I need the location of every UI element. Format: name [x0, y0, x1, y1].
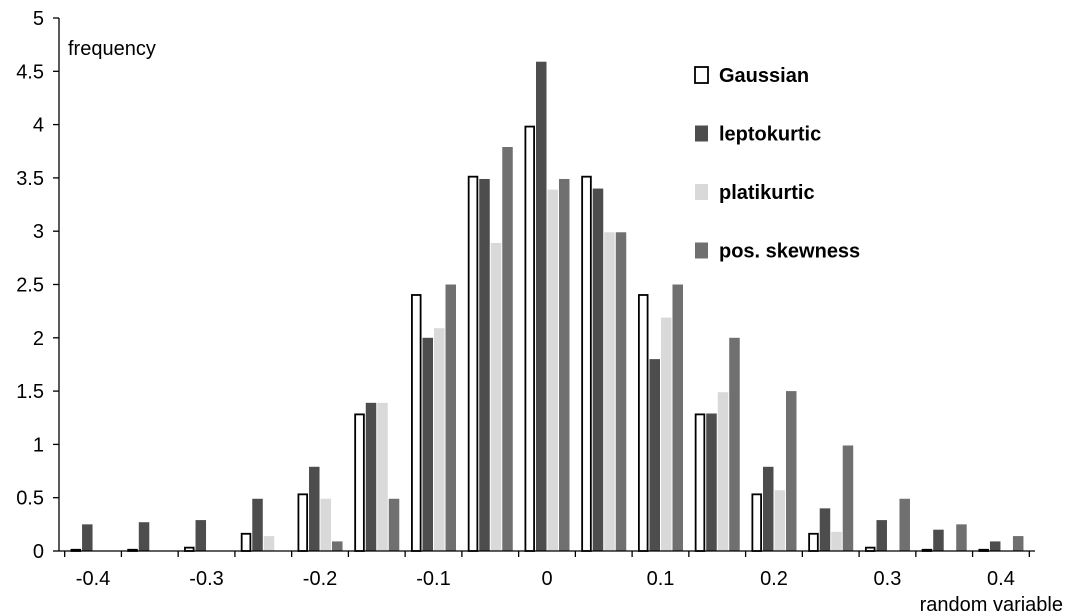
bars-group	[70, 61, 1024, 552]
y-tick-label-2: 1	[33, 434, 44, 456]
y-tick-label-1: 0.5	[16, 488, 44, 510]
x-axis-title: random variable	[920, 594, 1063, 615]
bar-pos-skewness-7	[502, 146, 513, 552]
bar-pos-skewness-4	[332, 541, 343, 551]
legend-swatch-pos-skewness	[695, 242, 708, 259]
bar-gaussian-10	[637, 294, 649, 552]
x-tick-label-3: -0.1	[416, 568, 450, 590]
bar-platikurtic-8	[547, 189, 558, 551]
bar-gaussian-11	[694, 413, 706, 552]
bar-gaussian-9	[581, 175, 592, 552]
legend-swatch-leptokurtic	[695, 125, 708, 142]
bar-leptokurtic-1	[138, 522, 150, 551]
axes-group: 0 0.5 1 1.5 2 2.5 3 3.5 4 4.5 5 -0.4 -0.3 -0.2 -0.1 0 0.…	[16, 8, 1035, 590]
bar-pos-skewness-16	[1012, 536, 1024, 551]
bar-platikurtic-4	[320, 498, 332, 551]
bar-leptokurtic-13	[819, 508, 831, 551]
bar-platikurtic-9	[604, 232, 615, 551]
legend-label-gaussian: Gaussian	[719, 65, 809, 87]
bar-leptokurtic-9	[592, 188, 604, 551]
bar-pos-skewness-13	[842, 445, 854, 551]
bar-platikurtic-5	[377, 402, 388, 551]
x-tick-label-6: 0.2	[760, 568, 788, 590]
y-tick-label-7: 3.5	[16, 168, 44, 190]
bar-pos-skewness-6	[445, 284, 457, 551]
x-tick-label-4: 0	[541, 568, 552, 590]
bar-gaussian-6	[411, 294, 422, 552]
bar-gaussian-12	[751, 493, 762, 552]
legend-swatch-gaussian	[694, 66, 709, 84]
bar-leptokurtic-14	[876, 520, 887, 551]
y-axis-title: frequency	[68, 38, 156, 60]
bar-platikurtic-7	[490, 242, 502, 551]
bar-gaussian-4	[297, 493, 309, 552]
y-tick-label-9: 4.5	[16, 61, 44, 83]
legend-label-leptokurtic: leptokurtic	[719, 124, 821, 146]
bar-platikurtic-13	[831, 531, 842, 551]
legend-label-pos-skewness: pos. skewness	[719, 241, 860, 263]
legend-label-platikurtic: platikurtic	[719, 182, 815, 204]
bar-pos-skewness-11	[729, 337, 740, 551]
bar-pos-skewness-14	[899, 498, 910, 551]
bar-platikurtic-6	[434, 328, 445, 551]
bar-leptokurtic-6	[422, 337, 434, 551]
bar-leptokurtic-15	[933, 529, 944, 551]
bar-leptokurtic-0	[82, 524, 93, 551]
bar-platikurtic-3	[263, 536, 275, 551]
bar-pos-skewness-12	[785, 391, 797, 551]
bar-leptokurtic-7	[479, 178, 490, 551]
x-tick-label-7: 0.3	[874, 568, 902, 590]
bar-gaussian-7	[467, 175, 479, 552]
x-tick-label-8: 0.4	[987, 568, 1015, 590]
bar-platikurtic-11	[717, 392, 729, 551]
bar-pos-skewness-15	[956, 524, 967, 551]
x-tick-label-1: -0.3	[189, 568, 223, 590]
y-tick-label-10: 5	[33, 8, 44, 30]
bar-leptokurtic-5	[365, 402, 377, 551]
x-tick-label-5: 0.1	[647, 568, 675, 590]
x-tick-label-2: -0.2	[303, 568, 337, 590]
bar-pos-skewness-9	[615, 232, 627, 551]
bar-gaussian-8	[524, 125, 536, 552]
bar-gaussian-5	[354, 413, 365, 552]
y-tick-label-4: 2	[33, 328, 44, 350]
bar-leptokurtic-3	[252, 498, 263, 551]
bar-platikurtic-10	[660, 317, 672, 551]
bar-leptokurtic-11	[706, 413, 717, 551]
y-tick-label-5: 2.5	[16, 275, 44, 297]
x-tick-label-0: -0.4	[76, 568, 110, 590]
bar-leptokurtic-16	[989, 541, 1001, 551]
bar-pos-skewness-8	[559, 178, 570, 551]
bar-leptokurtic-2	[195, 520, 207, 551]
y-tick-label-6: 3	[33, 221, 44, 243]
y-tick-label-0: 0	[33, 541, 44, 563]
y-tick-label-8: 4	[33, 115, 44, 137]
bar-gaussian-13	[808, 532, 819, 552]
bar-platikurtic-12	[774, 490, 785, 551]
y-tick-label-3: 1.5	[16, 381, 44, 403]
bar-pos-skewness-10	[672, 284, 683, 551]
legend: Gaussian leptokurtic platikurtic pos. skewn…	[694, 65, 860, 263]
bar-leptokurtic-12	[762, 466, 774, 551]
legend-swatch-platikurtic	[695, 184, 708, 200]
bar-pos-skewness-5	[388, 498, 400, 551]
bar-leptokurtic-8	[536, 61, 547, 552]
bar-gaussian-3	[240, 532, 252, 552]
bar-leptokurtic-4	[309, 466, 320, 551]
bar-leptokurtic-10	[649, 359, 660, 551]
